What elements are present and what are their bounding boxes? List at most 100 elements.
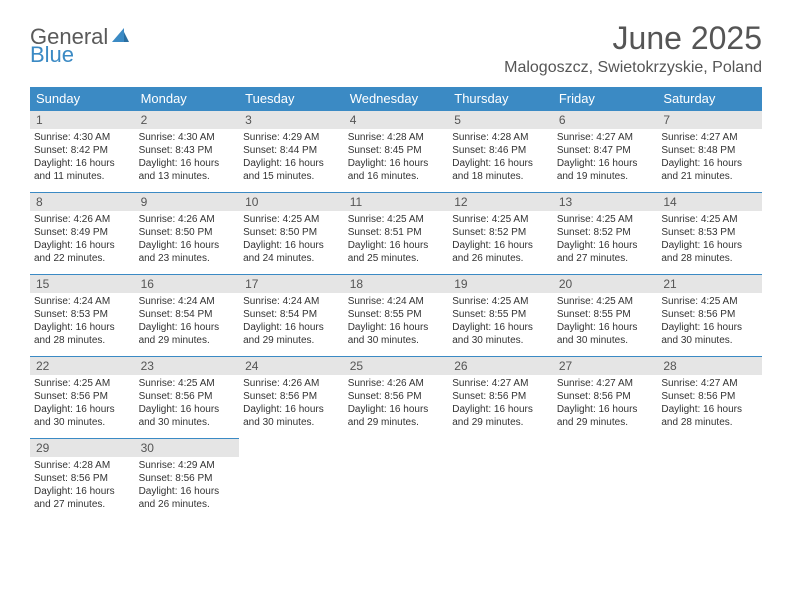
daylight-text: Daylight: 16 hours xyxy=(557,239,654,252)
day-number: 27 xyxy=(553,357,658,375)
daylight-text: Daylight: 16 hours xyxy=(139,239,236,252)
daylight-text: Daylight: 16 hours xyxy=(661,239,758,252)
day-number: 4 xyxy=(344,111,449,129)
day-number: 6 xyxy=(553,111,658,129)
sunrise-text: Sunrise: 4:25 AM xyxy=(243,213,340,226)
col-tuesday: Tuesday xyxy=(239,87,344,111)
day-body: Sunrise: 4:24 AMSunset: 8:54 PMDaylight:… xyxy=(135,293,240,351)
sunrise-text: Sunrise: 4:25 AM xyxy=(557,213,654,226)
daylight-text: and 30 minutes. xyxy=(557,334,654,347)
daylight-text: and 23 minutes. xyxy=(139,252,236,265)
sunrise-text: Sunrise: 4:25 AM xyxy=(557,295,654,308)
daylight-text: and 22 minutes. xyxy=(34,252,131,265)
daylight-text: Daylight: 16 hours xyxy=(661,157,758,170)
day-number: 17 xyxy=(239,275,344,293)
day-body: Sunrise: 4:27 AMSunset: 8:56 PMDaylight:… xyxy=(657,375,762,433)
day-body: Sunrise: 4:30 AMSunset: 8:43 PMDaylight:… xyxy=(135,129,240,187)
day-cell: 18Sunrise: 4:24 AMSunset: 8:55 PMDayligh… xyxy=(344,275,449,357)
location-subtitle: Malogoszcz, Swietokrzyskie, Poland xyxy=(504,59,762,77)
day-cell: 15Sunrise: 4:24 AMSunset: 8:53 PMDayligh… xyxy=(30,275,135,357)
sunrise-text: Sunrise: 4:27 AM xyxy=(557,377,654,390)
daylight-text: and 30 minutes. xyxy=(243,416,340,429)
sunset-text: Sunset: 8:42 PM xyxy=(34,144,131,157)
day-cell: 24Sunrise: 4:26 AMSunset: 8:56 PMDayligh… xyxy=(239,357,344,439)
day-cell: 8Sunrise: 4:26 AMSunset: 8:49 PMDaylight… xyxy=(30,193,135,275)
day-body: Sunrise: 4:28 AMSunset: 8:45 PMDaylight:… xyxy=(344,129,449,187)
daylight-text: Daylight: 16 hours xyxy=(557,157,654,170)
day-number: 16 xyxy=(135,275,240,293)
sunrise-text: Sunrise: 4:24 AM xyxy=(139,295,236,308)
daylight-text: Daylight: 16 hours xyxy=(34,485,131,498)
sunrise-text: Sunrise: 4:29 AM xyxy=(139,459,236,472)
daylight-text: and 29 minutes. xyxy=(139,334,236,347)
sunset-text: Sunset: 8:49 PM xyxy=(34,226,131,239)
sunset-text: Sunset: 8:43 PM xyxy=(139,144,236,157)
sunrise-text: Sunrise: 4:26 AM xyxy=(34,213,131,226)
day-cell: 20 Sunrise: 4:25 AMSunset: 8:55 PMDayligh… xyxy=(553,275,658,357)
day-body: Sunrise: 4:24 AMSunset: 8:55 PMDaylight:… xyxy=(344,293,449,351)
sunset-text: Sunset: 8:56 PM xyxy=(452,390,549,403)
day-cell xyxy=(448,439,553,521)
sunrise-text: Sunrise: 4:29 AM xyxy=(243,131,340,144)
day-number: 18 xyxy=(344,275,449,293)
sunrise-text: Sunrise: 4:25 AM xyxy=(34,377,131,390)
col-saturday: Saturday xyxy=(657,87,762,111)
sunset-text: Sunset: 8:56 PM xyxy=(34,472,131,485)
sunrise-text: Sunrise: 4:27 AM xyxy=(661,131,758,144)
day-body: Sunrise: 4:25 AMSunset: 8:52 PMDaylight:… xyxy=(448,211,553,269)
sunset-text: Sunset: 8:51 PM xyxy=(348,226,445,239)
day-body: Sunrise: 4:27 AMSunset: 8:56 PMDaylight:… xyxy=(553,375,658,433)
daylight-text: Daylight: 16 hours xyxy=(661,321,758,334)
sunrise-text: Sunrise: 4:25 AM xyxy=(661,213,758,226)
daylight-text: and 11 minutes. xyxy=(34,170,131,183)
day-body: Sunrise: 4:27 AMSunset: 8:56 PMDaylight:… xyxy=(448,375,553,433)
day-body: Sunrise: 4:24 AMSunset: 8:53 PMDaylight:… xyxy=(30,293,135,351)
daylight-text: Daylight: 16 hours xyxy=(348,239,445,252)
day-number: 30 xyxy=(135,439,240,457)
col-monday: Monday xyxy=(135,87,240,111)
sunrise-text: Sunrise: 4:28 AM xyxy=(34,459,131,472)
sunset-text: Sunset: 8:56 PM xyxy=(661,308,758,321)
day-number: 26 xyxy=(448,357,553,375)
sunrise-text: Sunrise: 4:30 AM xyxy=(139,131,236,144)
daylight-text: Daylight: 16 hours xyxy=(557,321,654,334)
day-body: Sunrise: 4:27 AMSunset: 8:47 PMDaylight:… xyxy=(553,129,658,187)
sunset-text: Sunset: 8:55 PM xyxy=(557,308,654,321)
daylight-text: and 15 minutes. xyxy=(243,170,340,183)
day-number: 13 xyxy=(553,193,658,211)
day-body: Sunrise: 4:25 AMSunset: 8:56 PMDaylight:… xyxy=(135,375,240,433)
daylight-text: Daylight: 16 hours xyxy=(452,403,549,416)
daylight-text: Daylight: 16 hours xyxy=(139,485,236,498)
day-cell: 25Sunrise: 4:26 AMSunset: 8:56 PMDayligh… xyxy=(344,357,449,439)
daylight-text: and 28 minutes. xyxy=(661,252,758,265)
day-cell: 7Sunrise: 4:27 AMSunset: 8:48 PMDaylight… xyxy=(657,111,762,193)
daylight-text: Daylight: 16 hours xyxy=(139,157,236,170)
sunrise-text: Sunrise: 4:30 AM xyxy=(34,131,131,144)
daylight-text: and 28 minutes. xyxy=(661,416,758,429)
daylight-text: Daylight: 16 hours xyxy=(661,403,758,416)
col-wednesday: Wednesday xyxy=(344,87,449,111)
day-number: 20 xyxy=(553,275,658,293)
sunrise-text: Sunrise: 4:24 AM xyxy=(243,295,340,308)
sunset-text: Sunset: 8:53 PM xyxy=(34,308,131,321)
day-number: 1 xyxy=(30,111,135,129)
day-cell: 13Sunrise: 4:25 AMSunset: 8:52 PMDayligh… xyxy=(553,193,658,275)
day-number: 8 xyxy=(30,193,135,211)
sunset-text: Sunset: 8:50 PM xyxy=(243,226,340,239)
day-cell: 27Sunrise: 4:27 AMSunset: 8:56 PMDayligh… xyxy=(553,357,658,439)
day-cell: 28Sunrise: 4:27 AMSunset: 8:56 PMDayligh… xyxy=(657,357,762,439)
col-sunday: Sunday xyxy=(30,87,135,111)
day-number: 23 xyxy=(135,357,240,375)
day-cell: 22Sunrise: 4:25 AMSunset: 8:56 PMDayligh… xyxy=(30,357,135,439)
daylight-text: Daylight: 16 hours xyxy=(557,403,654,416)
sunrise-text: Sunrise: 4:25 AM xyxy=(661,295,758,308)
day-cell: 19Sunrise: 4:25 AMSunset: 8:55 PMDayligh… xyxy=(448,275,553,357)
day-cell: 21Sunrise: 4:25 AMSunset: 8:56 PMDayligh… xyxy=(657,275,762,357)
daylight-text: and 24 minutes. xyxy=(243,252,340,265)
sunset-text: Sunset: 8:56 PM xyxy=(243,390,340,403)
week-row: 22Sunrise: 4:25 AMSunset: 8:56 PMDayligh… xyxy=(30,357,762,439)
day-number: 11 xyxy=(344,193,449,211)
sunset-text: Sunset: 8:44 PM xyxy=(243,144,340,157)
day-number: 24 xyxy=(239,357,344,375)
day-cell: 30Sunrise: 4:29 AMSunset: 8:56 PMDayligh… xyxy=(135,439,240,521)
